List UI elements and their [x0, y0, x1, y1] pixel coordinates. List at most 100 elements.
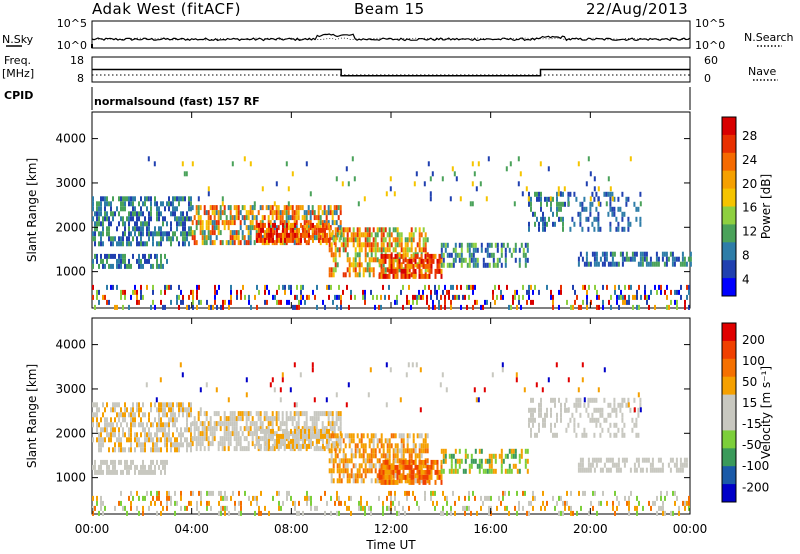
echo-cell	[178, 216, 180, 222]
colorbar-segment	[722, 340, 736, 360]
echo-cell	[239, 441, 242, 447]
echo-cell	[168, 196, 170, 202]
echo-cell	[251, 205, 254, 211]
echo-cell	[269, 446, 272, 452]
echo-cell	[302, 227, 304, 233]
echo-cell	[392, 448, 395, 454]
echo-cell	[386, 438, 389, 444]
echo-cell	[342, 438, 345, 444]
echo-cell	[291, 210, 294, 216]
echo-cell	[271, 426, 274, 432]
beam-title: Beam 15	[354, 0, 425, 18]
echo-cell	[104, 407, 106, 413]
echo-cell	[430, 289, 432, 295]
echo-cell	[215, 220, 218, 226]
echo-cell	[235, 426, 238, 432]
echo-cell	[454, 510, 456, 516]
echo-cell	[339, 436, 342, 442]
echo-cell	[350, 473, 353, 479]
echo-cell	[342, 448, 345, 454]
echo-cell	[174, 216, 176, 222]
echo-cell	[352, 433, 355, 439]
echo-cell	[374, 252, 377, 258]
echo-cell	[310, 433, 312, 439]
echo-cell	[321, 210, 324, 216]
echo-cell	[394, 505, 396, 511]
echo-cell	[195, 240, 198, 246]
echo-cell	[148, 253, 150, 259]
echo-cell	[128, 495, 130, 501]
echo-cell	[164, 427, 166, 433]
echo-cell	[299, 372, 302, 378]
echo-cell	[148, 432, 150, 438]
echo-cell	[616, 299, 618, 305]
echo-cell	[100, 505, 102, 511]
echo-cell	[552, 294, 554, 300]
echo-cell	[454, 294, 456, 300]
echo-cell	[593, 432, 596, 438]
echo-cell	[250, 304, 252, 310]
echo-cell	[380, 474, 383, 480]
echo-cell	[605, 467, 608, 473]
echo-cell	[122, 432, 124, 438]
echo-cell	[628, 505, 630, 511]
echo-cell	[297, 235, 300, 241]
echo-cell	[519, 171, 522, 177]
echo-cell	[558, 397, 560, 403]
echo-cell	[592, 490, 594, 496]
echo-cell	[330, 433, 333, 439]
echo-cell	[404, 464, 407, 470]
echo-cell	[118, 221, 120, 227]
echo-cell	[122, 505, 124, 511]
echo-cell	[394, 253, 397, 259]
echo-cell	[532, 397, 534, 403]
echo-cell	[290, 222, 292, 228]
echo-cell	[424, 448, 427, 454]
echo-cell	[296, 227, 298, 233]
echo-cell	[554, 432, 556, 438]
echo-cell	[154, 196, 156, 202]
echo-cell	[418, 258, 421, 264]
echo-cell	[154, 253, 156, 259]
nsearch-label: N.Search	[744, 31, 794, 44]
echo-cell	[350, 458, 353, 464]
echo-cell	[575, 397, 578, 403]
echo-cell	[252, 495, 254, 501]
echo-cell	[418, 242, 421, 248]
echo-cell	[270, 428, 272, 434]
echo-cell	[366, 458, 369, 464]
echo-cell	[197, 426, 200, 432]
echo-cell	[617, 261, 620, 267]
echo-cell	[362, 468, 365, 474]
echo-cell	[285, 161, 288, 167]
echo-cell	[566, 500, 568, 506]
echo-cell	[514, 242, 517, 248]
echo-cell	[624, 495, 626, 501]
echo-cell	[273, 240, 276, 246]
echo-cell	[476, 257, 479, 263]
echo-cell	[108, 216, 110, 222]
echo-cell	[472, 257, 475, 263]
echo-cell	[362, 232, 365, 238]
echo-cell	[176, 437, 178, 443]
echo-cell	[209, 240, 212, 246]
echo-cell	[617, 196, 620, 202]
echo-cell	[243, 235, 246, 241]
echo-cell	[370, 433, 373, 439]
echo-cell	[225, 220, 228, 226]
echo-cell	[366, 242, 369, 248]
echo-cell	[180, 289, 182, 295]
echo-cell	[296, 304, 298, 310]
echo-cell	[182, 226, 184, 232]
y-tick-label-3000: 3000	[55, 382, 86, 396]
echo-cell	[260, 443, 262, 449]
echo-cell	[572, 284, 574, 290]
echo-cell	[374, 448, 377, 454]
velocity-colorbar-label: Velocity [m s⁻¹]	[759, 366, 773, 459]
echo-cell	[104, 294, 106, 300]
echo-cell	[124, 196, 126, 202]
echo-cell	[140, 464, 142, 470]
echo-cell	[233, 215, 236, 221]
nsky-label: N.Sky	[2, 33, 34, 46]
echo-cell	[590, 500, 592, 506]
